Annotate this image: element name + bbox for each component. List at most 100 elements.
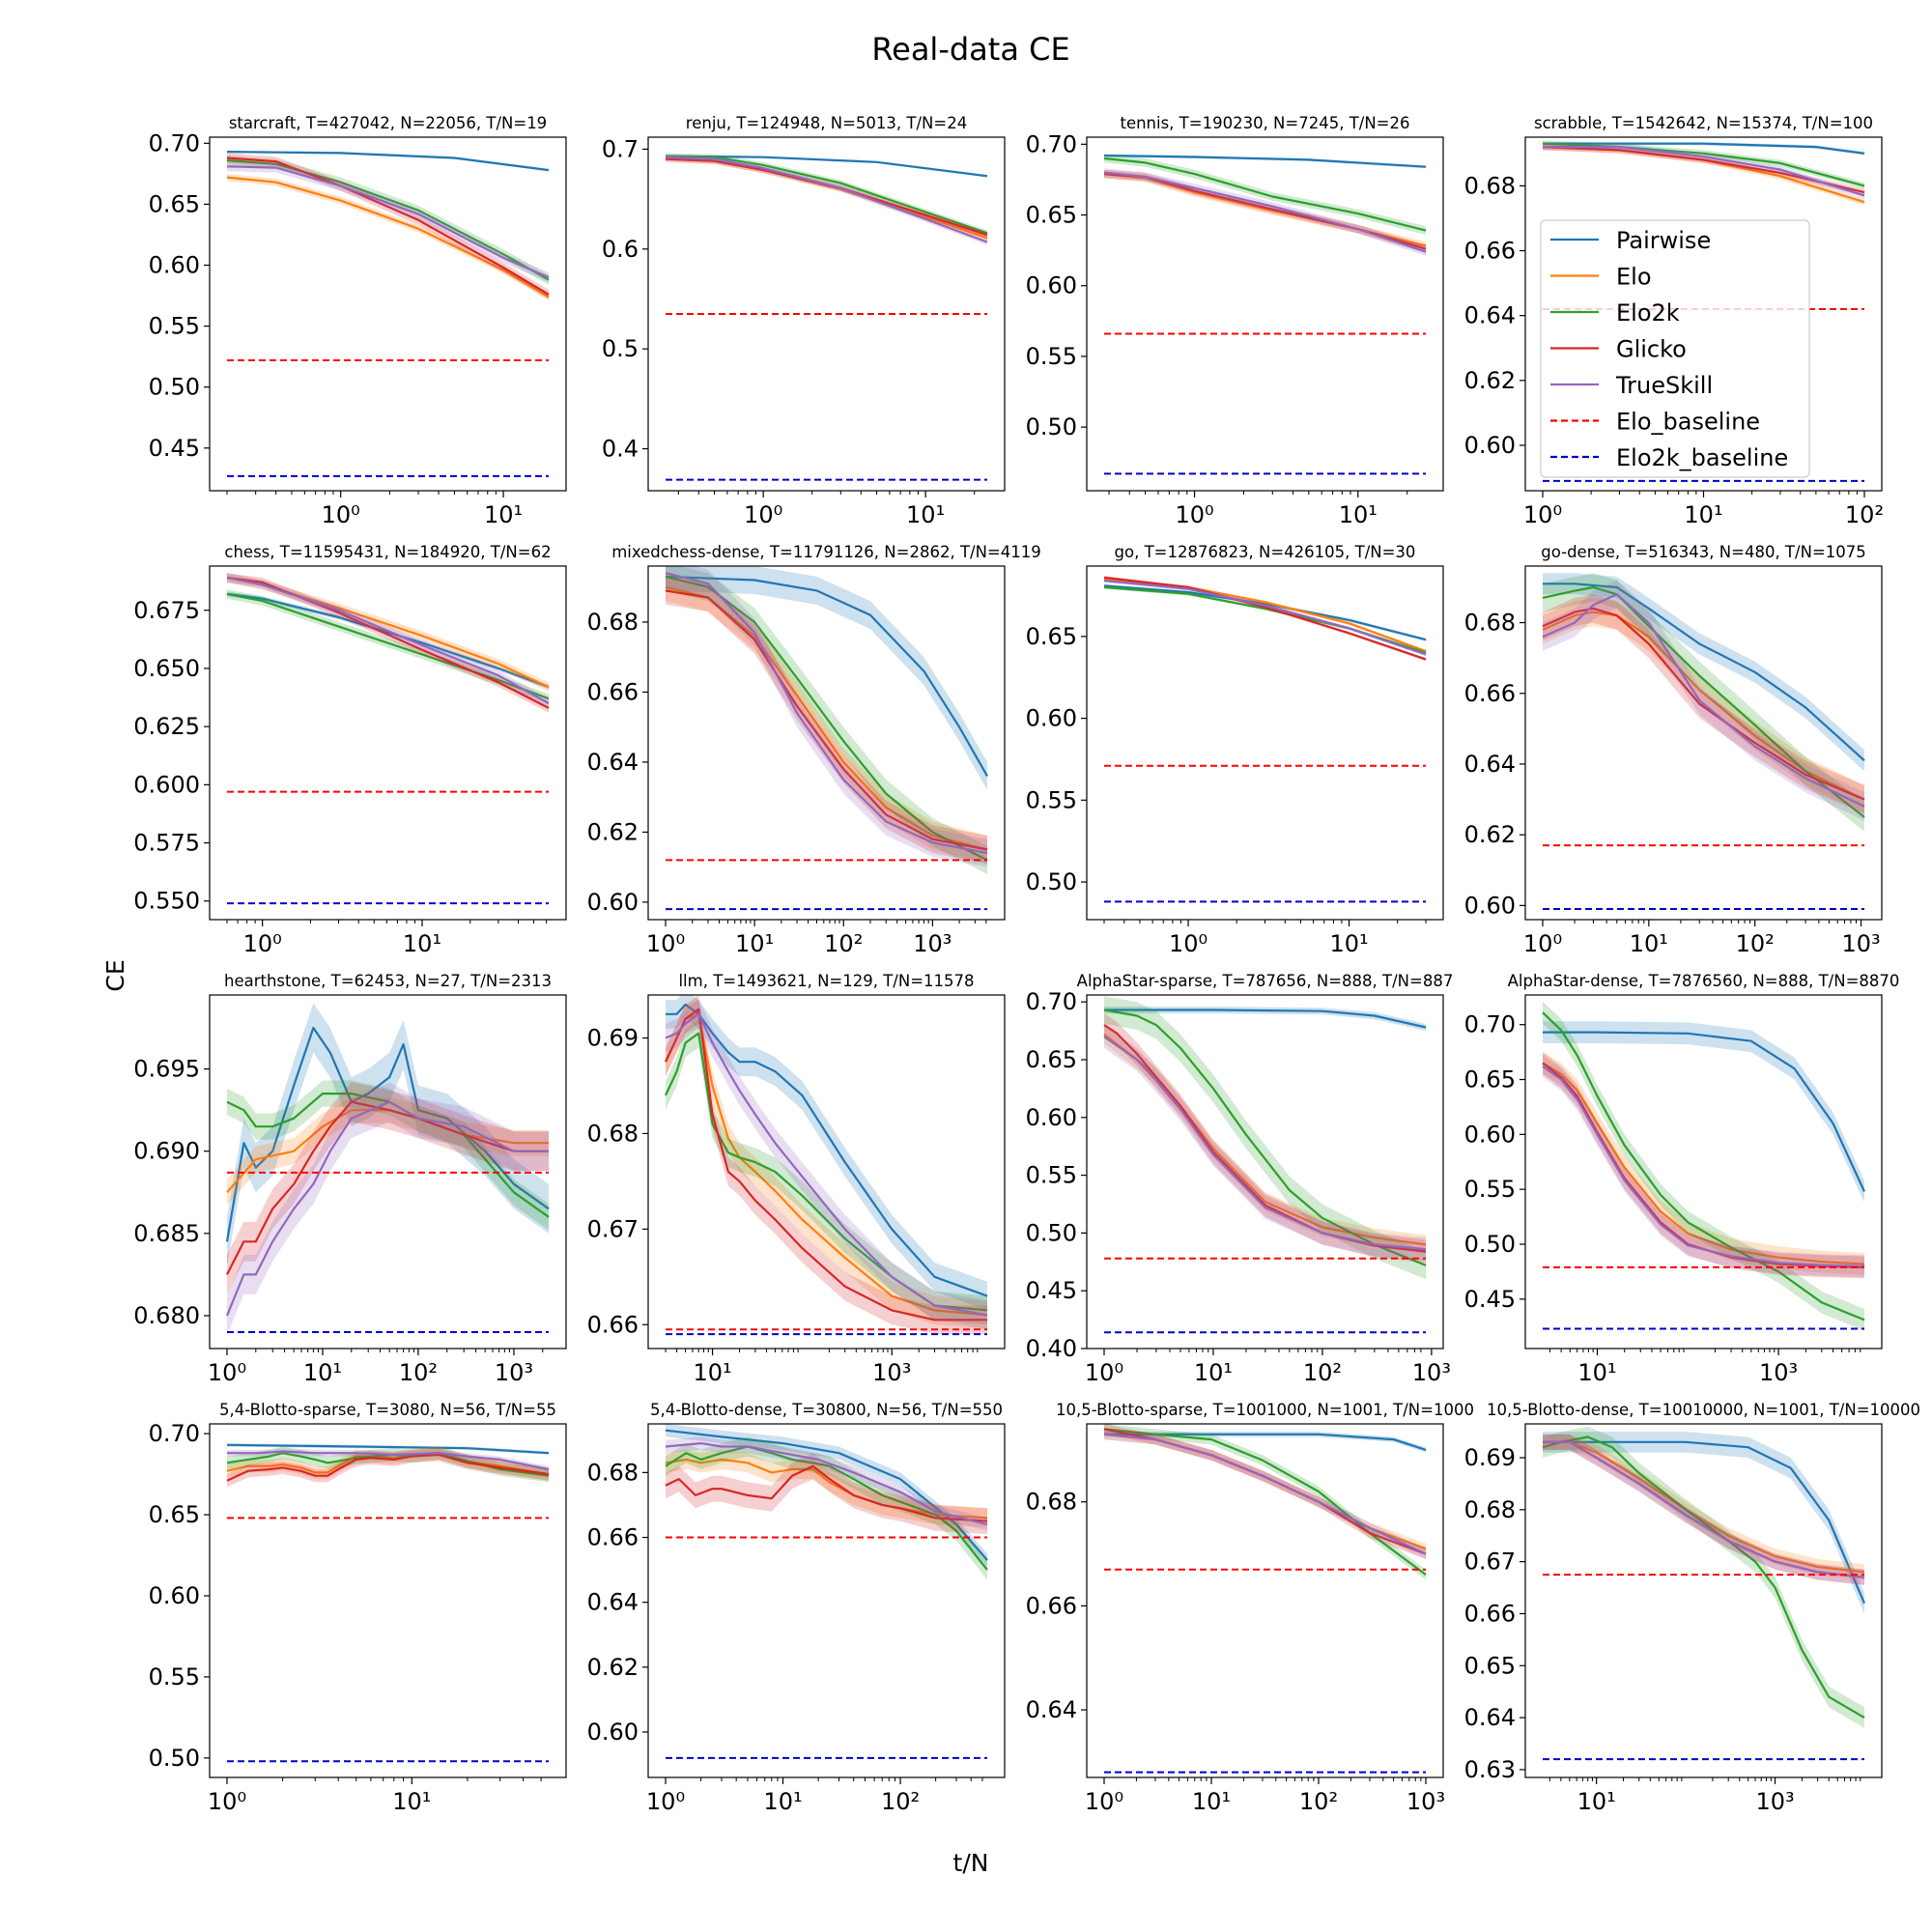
series-elo2k-line (1542, 1011, 1865, 1321)
panel-frame (1524, 565, 1883, 921)
y-tick-label: 0.685 (133, 1220, 200, 1247)
series-pairwise-line (1543, 142, 1865, 155)
y-tick-label: 0.690 (133, 1138, 200, 1165)
panel-frame (1086, 1423, 1444, 1778)
y-tick-label: 0.64 (587, 1589, 639, 1616)
series-trueskill-line (1543, 146, 1865, 197)
y-tick-label: 0.66 (1464, 680, 1516, 707)
legend-item-elo: Elo (1550, 264, 1652, 291)
panel-title: go, T=12876823, N=426105, T/N=30 (1115, 543, 1416, 561)
y-tick-label: 0.68 (1464, 172, 1516, 199)
series-elo2k-line (226, 1452, 550, 1477)
series-pairwise-band (666, 1424, 987, 1567)
series-elo-band (1543, 1434, 1864, 1580)
y-tick-label: 0.68 (1026, 1489, 1077, 1516)
series-pairwise-line (226, 1443, 550, 1455)
x-tick-label: 10³ (1412, 1359, 1451, 1386)
x-tick-label: 10² (881, 1788, 920, 1815)
series-pairwise-band (227, 1003, 549, 1266)
legend-item-trueskill: TrueSkill (1550, 372, 1713, 399)
y-tick-label: 0.65 (149, 190, 200, 217)
y-tick-label: 0.69 (587, 1025, 639, 1052)
legend-item-pairwise: Pairwise (1550, 227, 1711, 254)
series-elo2k-line (1542, 585, 1865, 818)
legend-label: Glicko (1616, 336, 1687, 363)
y-tick-label: 0.60 (1026, 272, 1077, 299)
series-pairwise-band (666, 566, 987, 790)
series-elo2k-line (665, 1445, 988, 1571)
series-pairwise-line (665, 1429, 988, 1561)
panel-frame (209, 994, 567, 1350)
y-tick-label: 0.64 (1464, 1704, 1516, 1731)
series-pairwise-line (665, 575, 988, 777)
series-elo2k-band (1104, 1424, 1426, 1580)
y-tick-label: 0.67 (1464, 1548, 1516, 1576)
panel-frame (647, 136, 1006, 492)
panel-alphastar-dense: AlphaStar-dense, T=7876560, N=888, T/N=8… (1464, 972, 1900, 1386)
y-tick-label: 0.55 (1464, 1176, 1516, 1203)
series-trueskill-band (1543, 1055, 1864, 1278)
series-elo-band (227, 573, 549, 692)
figure-ylabel: CE (101, 959, 129, 991)
series-pairwise-line (1543, 582, 1865, 762)
series-glicko-line (1103, 576, 1427, 661)
panel-frame (209, 136, 567, 492)
series-elo2k-line (665, 1032, 988, 1312)
series-trueskill-band (1543, 143, 1864, 199)
y-tick-label: 0.60 (1026, 705, 1077, 732)
series-glicko-line (226, 576, 550, 709)
y-tick-label: 0.64 (587, 749, 639, 776)
y-tick-label: 0.66 (1464, 238, 1516, 265)
series-elo-line (1542, 611, 1865, 801)
series-trueskill-line (1103, 1433, 1427, 1555)
series-trueskill-line (226, 576, 550, 705)
y-tick-label: 0.64 (1026, 1696, 1077, 1723)
series-trueskill-line (1103, 1036, 1427, 1251)
series-glicko-band (1543, 1052, 1864, 1279)
x-tick-label: 10¹ (763, 1788, 802, 1815)
x-tick-label: 10² (1736, 930, 1775, 957)
y-tick-label: 0.60 (1026, 1104, 1077, 1131)
panel-scrabble: scrabble, T=1542642, N=15374, T/N=100 0.6… (1464, 114, 1885, 528)
panel-starcraft: starcraft, T=427042, N=22056, T/N=19 0.45… (149, 114, 567, 528)
x-tick-label: 10² (1299, 1788, 1338, 1815)
y-tick-label: 0.675 (133, 597, 200, 624)
x-tick-label: 10¹ (693, 1359, 731, 1386)
series-pairwise-line (226, 151, 550, 172)
y-tick-label: 0.7 (602, 135, 639, 162)
series-elo2k-band (666, 566, 987, 874)
y-tick-label: 0.695 (133, 1056, 200, 1083)
panel-title: hearthstone, T=62453, N=27, T/N=2313 (224, 972, 552, 990)
y-tick-label: 0.62 (587, 1654, 639, 1681)
series-trueskill-band (1543, 580, 1864, 821)
x-tick-label: 10² (1303, 1359, 1342, 1386)
series-pairwise-line (1103, 154, 1427, 168)
y-tick-label: 0.64 (1464, 302, 1516, 329)
y-tick-label: 0.6 (602, 236, 639, 263)
series-pairwise-band (1543, 1432, 1864, 1614)
y-tick-label: 0.65 (1026, 623, 1077, 650)
y-tick-label: 0.650 (133, 655, 200, 682)
legend-item-elo2k-baseline: Elo2k_baseline (1550, 444, 1788, 471)
series-trueskill-line (1542, 1065, 1865, 1267)
series-elo2k-line (226, 592, 550, 700)
y-tick-label: 0.55 (1026, 786, 1077, 813)
series-trueskill-line (665, 156, 988, 243)
series-glicko-line (1542, 1062, 1865, 1268)
series-trueskill-band (227, 1448, 549, 1473)
panel-frame (209, 1423, 567, 1778)
series-pairwise-band (1543, 573, 1864, 772)
y-tick-label: 0.50 (1026, 868, 1077, 895)
series-trueskill-band (666, 566, 987, 867)
x-tick-label: 10⁰ (646, 930, 685, 957)
y-tick-label: 0.65 (149, 1501, 200, 1528)
legend-label: Elo_baseline (1616, 409, 1760, 436)
series-pairwise-line (666, 1003, 988, 1297)
series-glicko-band (227, 1448, 549, 1488)
series-elo-band (227, 173, 549, 301)
x-tick-label: 10⁰ (1169, 930, 1208, 957)
x-tick-label: 10³ (1755, 1788, 1794, 1815)
panel-title: scrabble, T=1542642, N=15374, T/N=100 (1534, 114, 1873, 132)
series-trueskill-band (1104, 168, 1426, 256)
y-tick-label: 0.66 (1026, 1592, 1077, 1619)
